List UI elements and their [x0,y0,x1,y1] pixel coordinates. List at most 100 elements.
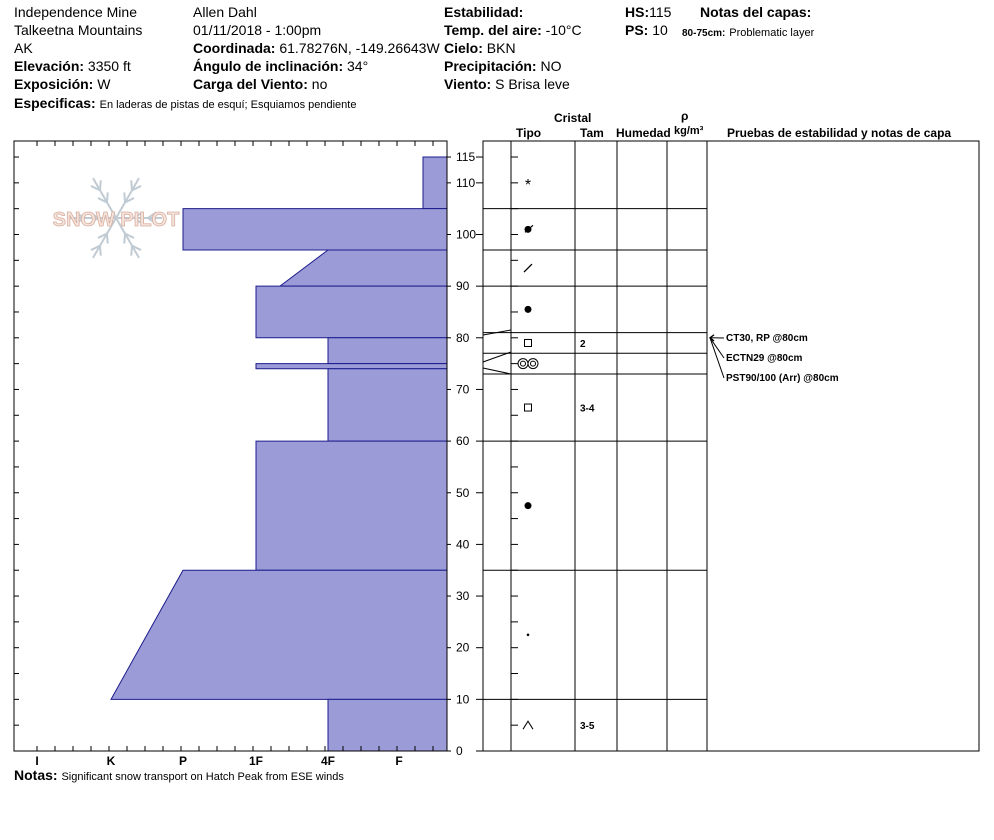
wind-loading: Carga del Viento: no [193,76,327,92]
elevation-value: 3350 ft [87,58,131,74]
coordinates: Coordinada: 61.78276N, -149.26643W [193,40,440,56]
col-rho: ρ [681,109,689,123]
rounded-icon [524,305,532,313]
layer-note: 80-75cm: Problematic layer [682,23,814,42]
slash-icon [523,263,533,273]
grain-size-label: 3-5 [580,721,595,732]
stability-test-label: PST90/100 (Arr) @80cm [726,373,839,384]
grain-size-label: 3-4 [580,404,595,415]
elevation-label: Elevación: [14,58,85,74]
y-tick-label: 50 [456,486,470,500]
specifics-label: Especificas: [14,95,96,111]
hardness-bar-8 [110,569,448,700]
wind-load-label: Carga del Viento: [193,76,308,92]
wind-value: S Brisa leve [495,76,570,92]
y-tick-label: 40 [456,537,470,551]
y-tick-label: 30 [456,589,470,603]
y-tick-label: 70 [456,382,470,396]
hs-value: 115 [649,4,672,20]
snowflake-icon [70,177,162,259]
hardness-bar-1 [182,208,448,251]
y-tick-label: 115 [456,150,475,164]
y-tick-label: 10 [456,692,470,706]
mountain-range: Talkeetna Mountains [14,22,143,38]
x-tick-label: P [179,754,187,768]
notes-label: Notas: [14,767,58,783]
sky: Cielo: BKN [444,40,516,56]
ps-value: 10 [652,22,668,38]
slope-label: Ángulo de inclinación: [193,58,344,74]
coord-value: 61.78276N, -149.26643W [279,40,440,56]
air-temp-value: -10°C [545,22,582,38]
ps-label: PS: [625,22,649,38]
stability-test-label: CT30, RP @80cm [726,333,808,344]
hardness-bar-7 [255,440,448,571]
notes-value: Significant snow transport on Hatch Peak… [61,771,344,783]
hardness-bar-2 [278,249,448,287]
wind-load-value: no [311,76,328,92]
hardness-bar-3 [255,285,448,339]
faceted-icon [524,403,532,412]
y-tick-label: 80 [456,331,470,345]
layer-table-frame [482,140,980,752]
y-tick-label: 110 [456,176,475,190]
specifics: Especificas: En laderas de pistas de esq… [14,95,356,113]
col-tam: Tam [580,126,604,140]
test-pointer [709,337,725,359]
x-tick-label: 4F [321,754,335,768]
location-name: Independence Mine [14,4,137,20]
y-tick-label: 0 [456,744,463,758]
x-tick-label: K [107,754,116,768]
profile-frame [13,140,448,752]
specifics-value: En laderas de pistas de esquí; Esquiamos… [99,99,357,111]
state: AK [14,40,33,56]
slope-value: 34° [347,58,369,74]
depth-hoar-icon [522,720,534,730]
air-temp-label: Temp. del aire: [444,22,542,38]
stability-label: Estabilidad: [444,4,524,20]
snowpilot-logo: SNOW PILOT [52,177,180,259]
logo-text: SNOW PILOT [53,209,180,231]
col-cristal: Cristal [554,111,592,125]
elevation: Elevación: 3350 ft [14,58,131,74]
precip-value: NO [540,58,562,74]
x-tick-label: 1F [249,754,263,768]
observer-name: Allen Dahl [193,4,257,20]
aspect-value: W [97,76,111,92]
aspect: Exposición: W [14,76,110,92]
col-humedad: Humedad [616,126,671,140]
penetration: PS: 10 [625,22,668,38]
layer-note-text: Problematic layer [729,27,815,39]
sky-label: Cielo: [444,40,483,56]
hardness-bar-4 [327,337,448,365]
x-tick-label: F [395,754,402,768]
hs-label: HS: [625,4,650,20]
air-temperature: Temp. del aire: -10°C [444,22,582,38]
melt-cluster-icon [517,358,539,370]
hardness-bar-5 [255,363,448,370]
precipitation: Precipitación: NO [444,58,561,74]
col-tipo: Tipo [516,126,542,140]
layer-notes-label: Notas del capas: [700,4,812,20]
aspect-label: Exposición: [14,76,94,92]
col-rho-unit: kg/m³ [674,125,704,137]
layer-note-range: 80-75cm: [682,28,726,39]
wind: Viento: S Brisa leve [444,76,570,92]
footer-notes: Notas: Significant snow transport on Hat… [14,767,344,785]
faceted-icon [524,338,532,347]
test-pointer [709,337,725,379]
hardness-bar-6 [327,368,448,442]
col-tests: Pruebas de estabilidad y notas de capa [727,126,952,140]
stellar-icon: * [525,177,531,194]
rounded-icon [524,502,532,510]
layer-connector [482,329,512,336]
snow-height: HS:115 [625,4,671,20]
y-tick-label: 90 [456,279,470,293]
hardness-bar-0 [422,156,448,210]
sky-value: BKN [486,40,516,56]
broken-crystal-icon [524,224,534,233]
layer-connector [482,351,512,363]
y-tick-label: 60 [456,434,470,448]
coord-label: Coordinada: [193,40,276,56]
